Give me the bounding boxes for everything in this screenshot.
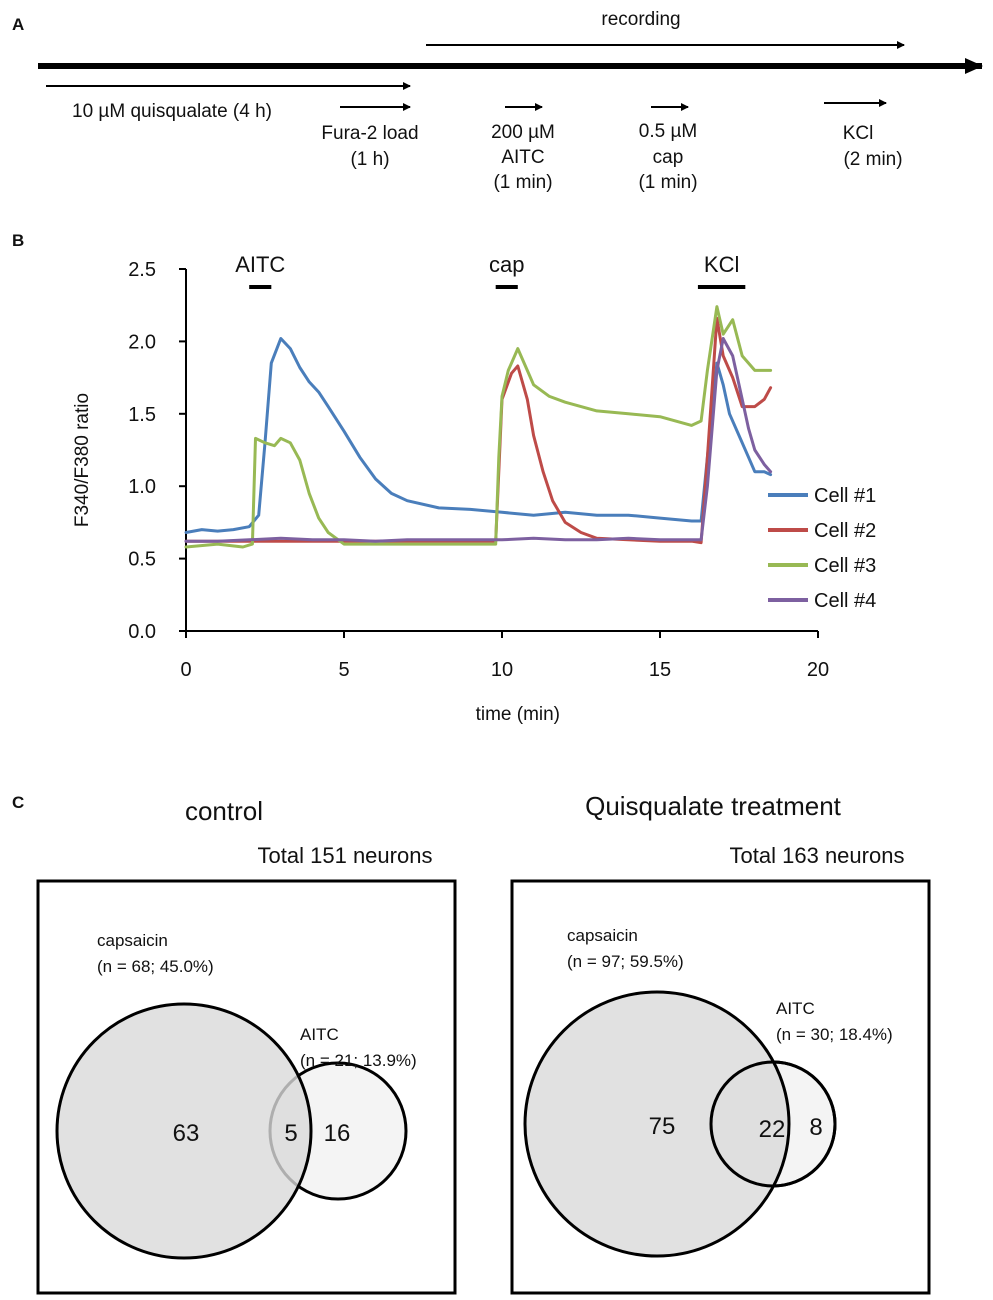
x-tick-label: 20 (807, 659, 829, 681)
y-tick-label: 0.5 (128, 549, 156, 571)
x-axis-title: time (min) (476, 704, 560, 725)
x-tick-label: 15 (649, 659, 671, 681)
quisqualate-count-both: 22 (759, 1116, 786, 1143)
control-capsaicin-label: capsaicin (97, 931, 168, 950)
panel-a-letter: A (12, 15, 24, 34)
series-line-cell-1 (184, 337, 773, 534)
legend-label-cell-1: Cell #1 (814, 485, 876, 507)
control-aitc-n: (n = 21; 13.9%) (300, 1051, 417, 1070)
cap-step-line3: (1 min) (638, 172, 697, 193)
quisqualate-aitc-label: AITC (776, 999, 815, 1018)
aitc-step-line2: AITC (501, 147, 544, 168)
calcium-imaging-chart: 0.0 0.5 1.0 1.5 2.0 2.5 0 5 10 15 20 time (min) F340… (72, 252, 876, 725)
control-frame (36, 879, 457, 1295)
y-tick-label: 2.5 (128, 259, 156, 281)
y-tick-label: 2.0 (128, 331, 156, 353)
control-title: control (185, 796, 263, 826)
quisqualate-label: 10 µM quisqualate (4 h) (72, 101, 272, 122)
fura-label-line1: Fura-2 load (321, 123, 418, 144)
quisqualate-count-capsaicin-only: 75 (649, 1113, 676, 1140)
series-line-cell-3 (184, 305, 773, 549)
stimulus-label-aitc: AITC (235, 252, 285, 277)
quisqualate-frame (510, 879, 931, 1295)
control-capsaicin-circle (55, 1002, 313, 1260)
kcl-step-line2: (2 min) (843, 149, 902, 170)
y-axis-title: F340/F380 ratio (72, 393, 93, 527)
legend-label-cell-3: Cell #3 (814, 555, 876, 577)
x-tick-label: 5 (338, 659, 349, 681)
quisqualate-total: Total 163 neurons (730, 843, 905, 868)
cap-step-line2: cap (653, 147, 684, 168)
control-count-aitc-only: 16 (324, 1120, 351, 1147)
quisqualate-capsaicin-label: capsaicin (567, 926, 638, 945)
fura-label-line2: (1 h) (350, 149, 389, 170)
legend-label-cell-2: Cell #2 (814, 520, 876, 542)
stimulus-label-cap: cap (489, 252, 524, 277)
control-capsaicin-n: (n = 68; 45.0%) (97, 957, 214, 976)
panel-b-letter: B (12, 231, 24, 250)
x-tick-label: 0 (180, 659, 191, 681)
panel-c-letter: C (12, 793, 24, 812)
legend-label-cell-4: Cell #4 (814, 590, 876, 612)
quisqualate-capsaicin-n: (n = 97; 59.5%) (567, 952, 684, 971)
control-total: Total 151 neurons (258, 843, 433, 868)
y-tick-label: 1.5 (128, 404, 156, 426)
quisqualate-title: Quisqualate treatment (585, 791, 842, 821)
control-aitc-label: AITC (300, 1025, 339, 1044)
kcl-step-line1: KCl (843, 123, 874, 144)
aitc-step-line3: (1 min) (493, 172, 552, 193)
x-tick-label: 10 (491, 659, 513, 681)
quisqualate-capsaicin-circle (523, 990, 791, 1258)
recording-label: recording (601, 9, 680, 30)
y-tick-label: 1.0 (128, 476, 156, 498)
control-count-both: 5 (284, 1120, 297, 1147)
quisqualate-aitc-n: (n = 30; 18.4%) (776, 1025, 893, 1044)
quisqualate-count-aitc-only: 8 (809, 1114, 822, 1141)
stimulus-label-kcl: KCl (704, 252, 739, 277)
control-count-capsaicin-only: 63 (173, 1120, 200, 1147)
y-tick-label: 0.0 (128, 621, 156, 643)
aitc-step-line1: 200 µM (491, 122, 555, 143)
series-line-cell-4 (184, 337, 773, 543)
cap-step-line1: 0.5 µM (639, 121, 697, 142)
quisqualate-aitc-outline (709, 1060, 837, 1188)
